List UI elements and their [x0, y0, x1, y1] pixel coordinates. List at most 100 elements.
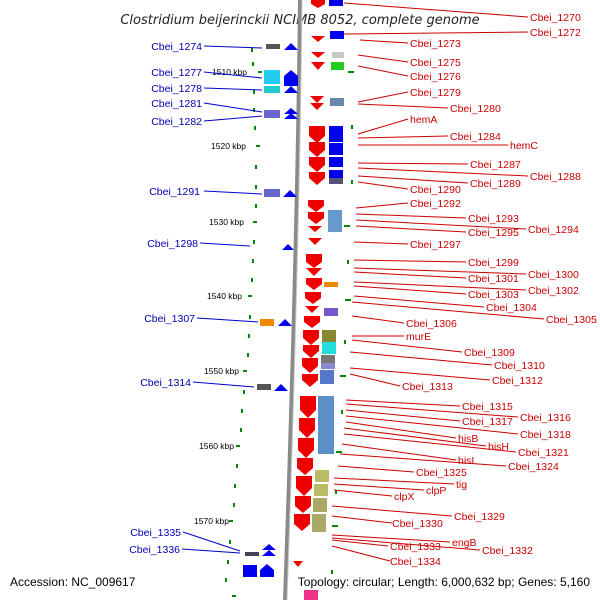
gene-label: hisH — [488, 441, 509, 453]
feature-box — [321, 363, 335, 369]
scale-ticks — [225, 48, 354, 597]
gene-arrow — [295, 496, 311, 513]
left-leader-lines — [181, 45, 263, 554]
gene-arrow — [284, 43, 298, 50]
gene-label: Cbei_1313 — [402, 381, 453, 393]
gene-label: engB — [452, 537, 477, 549]
gene-label: Cbei_1334 — [390, 556, 441, 568]
gene-arrow — [306, 268, 322, 276]
gene-label: Cbei_1297 — [410, 239, 461, 251]
gene-arrow — [311, 52, 325, 58]
gene-arrow — [283, 190, 297, 197]
gene-label: Cbei_1315 — [462, 401, 513, 413]
accession-text: Accession: NC_009617 — [10, 575, 136, 589]
feature-box — [264, 70, 280, 84]
feature-box — [322, 342, 336, 354]
gene-label: Cbei_1293 — [468, 213, 519, 225]
right-leader-lines — [331, 2, 545, 562]
feature-box — [257, 384, 271, 390]
gene-label: Cbei_1324 — [508, 461, 559, 473]
gene-label: Cbei_1295 — [468, 227, 519, 239]
gene-label: Cbei_1312 — [492, 375, 543, 387]
gene-label: Cbei_1307 — [144, 313, 195, 325]
gene-arrow — [308, 238, 322, 245]
feature-box — [260, 319, 274, 326]
gene-label: Cbei_1316 — [520, 412, 571, 424]
gene-label: Cbei_1329 — [454, 511, 505, 523]
gene-arrow — [302, 358, 318, 373]
gene-label: clpX — [394, 491, 414, 503]
feature-box — [324, 308, 338, 316]
reverse-feature-boxes — [304, 0, 344, 600]
scale-labels: 1510 kbp 1520 kbp 1530 kbp 1540 kbp 1550… — [194, 67, 247, 526]
gene-label: Cbei_1302 — [528, 285, 579, 297]
gene-label: Cbei_1289 — [470, 178, 521, 190]
feature-box — [329, 170, 343, 178]
gene-label: Cbei_1278 — [151, 83, 202, 95]
scale-label: 1520 kbp — [211, 141, 246, 151]
gene-label: Cbei_1333 — [390, 541, 441, 553]
gene-label: Cbei_1284 — [450, 131, 501, 143]
feature-box — [329, 126, 343, 142]
gene-arrow — [311, 36, 325, 42]
forward-strand-genes — [243, 43, 298, 577]
gene-arrow — [282, 244, 294, 250]
gene-label: Cbei_1317 — [462, 416, 513, 428]
feature-box — [264, 86, 280, 93]
gene-label: murE — [406, 331, 431, 343]
gene-label: Cbei_1299 — [468, 257, 519, 269]
gene-arrow — [299, 418, 315, 438]
gene-label: Cbei_1281 — [151, 98, 202, 110]
gene-label: Cbei_1282 — [151, 116, 202, 128]
left-labels: Cbei_1274 Cbei_1277 Cbei_1278 Cbei_1281 … — [129, 41, 202, 556]
feature-box — [312, 514, 326, 532]
scale-label: 1530 kbp — [209, 217, 244, 227]
gene-arrow — [308, 212, 324, 224]
gene-label: Cbei_1300 — [528, 269, 579, 281]
gene-arrow — [306, 254, 322, 268]
gene-arrow — [309, 126, 325, 143]
gene-label: Cbei_1303 — [468, 289, 519, 301]
gene-label: Cbei_1332 — [482, 545, 533, 557]
gene-arrow — [310, 96, 324, 103]
feature-box — [329, 157, 343, 167]
feature-box — [318, 396, 334, 454]
feature-box — [328, 210, 342, 232]
gene-label: Cbei_1280 — [450, 103, 501, 115]
scale-label: 1550 kbp — [204, 366, 239, 376]
gene-arrow — [310, 103, 324, 110]
gene-arrow — [260, 564, 274, 577]
gene-label: Cbei_1276 — [410, 71, 461, 83]
feature-box — [324, 282, 338, 287]
gene-label: Cbei_1310 — [494, 360, 545, 372]
gene-label: Cbei_1277 — [151, 67, 202, 79]
gene-label: Cbei_1309 — [464, 347, 515, 359]
gene-arrow — [297, 458, 313, 475]
gene-arrow — [262, 550, 276, 556]
gene-arrow — [303, 345, 319, 358]
feature-box — [264, 110, 280, 118]
feature-box — [330, 98, 344, 106]
gene-arrow — [311, 0, 325, 8]
gene-label: Cbei_1304 — [486, 302, 537, 314]
feature-box — [322, 330, 336, 342]
gene-label: Cbei_1288 — [530, 171, 581, 183]
gene-arrow — [262, 544, 276, 550]
gene-label: Cbei_1279 — [410, 87, 461, 99]
gene-arrow — [274, 384, 288, 391]
feature-box — [329, 178, 343, 184]
gene-label: Cbei_1335 — [130, 527, 181, 539]
reverse-strand-genes — [293, 0, 325, 567]
scale-label: 1570 kbp — [194, 516, 229, 526]
gene-arrow — [296, 476, 312, 496]
scale-label: 1560 kbp — [199, 441, 234, 451]
genome-backbone-highlight — [286, 0, 303, 600]
gene-label: tig — [456, 479, 467, 491]
feature-box — [331, 62, 344, 70]
gene-label: Cbei_1321 — [518, 447, 569, 459]
feature-box — [321, 355, 335, 363]
gene-label: Cbei_1314 — [140, 377, 191, 389]
feature-box — [264, 189, 280, 197]
gene-arrow — [308, 200, 324, 212]
gene-arrow — [284, 108, 298, 114]
